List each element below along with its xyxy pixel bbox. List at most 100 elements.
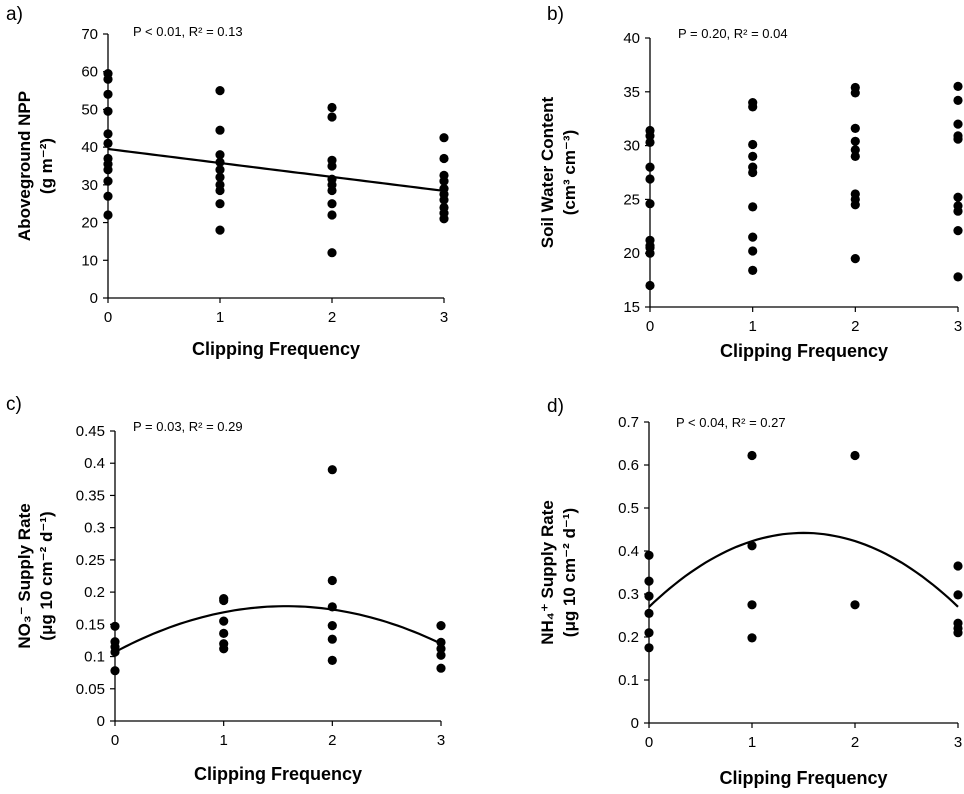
data-point xyxy=(327,112,337,122)
data-point xyxy=(645,199,655,209)
y-tick-label: 20 xyxy=(81,215,98,232)
data-point xyxy=(439,133,449,143)
data-point xyxy=(103,106,113,116)
y-axis-title-line1: NO₃⁻ Supply Rate xyxy=(15,503,34,648)
data-point xyxy=(327,248,337,258)
stats-annotation: P = 0.03, R² = 0.29 xyxy=(133,419,243,434)
y-tick-label: 40 xyxy=(623,30,640,47)
data-point xyxy=(953,192,963,202)
data-point xyxy=(327,634,337,644)
x-tick-label: 1 xyxy=(219,732,227,749)
y-tick-label: 0.45 xyxy=(76,423,105,440)
chart-panel-a: 0 10 20 30 40 50 60 70 0 1 2 3 a) P < 0.01, R² = 0.13… xyxy=(6,4,449,359)
data-point xyxy=(644,608,654,619)
x-tick-label: 0 xyxy=(645,734,653,751)
data-point xyxy=(110,647,120,657)
data-point xyxy=(953,206,963,216)
y-axis-title-line2: (cm³ cm⁻³) xyxy=(560,130,579,215)
data-point xyxy=(103,210,113,220)
x-tick-label: 3 xyxy=(437,732,445,749)
data-point xyxy=(327,199,337,209)
stats-annotation: P = 0.20, R² = 0.04 xyxy=(678,26,788,41)
y-tick-label: 0.2 xyxy=(618,629,639,646)
data-point xyxy=(110,621,120,631)
x-tick-label: 1 xyxy=(216,309,224,326)
y-axis-title-line1: NH₄⁺ Supply Rate xyxy=(538,500,557,645)
x-tick-label: 0 xyxy=(646,318,654,335)
y-tick-label: 0.5 xyxy=(618,500,639,517)
y-tick-label: 30 xyxy=(81,177,98,194)
data-point xyxy=(327,161,337,171)
y-tick-label: 0.15 xyxy=(76,616,105,633)
chart-panel-b: 15 20 25 30 35 40 0 1 2 3 b) P = 0.20, R² = 0.04 Cli… xyxy=(538,4,963,361)
data-point xyxy=(953,561,963,571)
chart-panel-d: 0 0.1 0.2 0.3 0.4 0.5 0.6 0.7 0 1 2 3 d) P < 0.04, R²… xyxy=(538,396,963,788)
data-point xyxy=(953,590,963,600)
fit-line xyxy=(114,605,442,653)
x-axis-title: Clipping Frequency xyxy=(192,339,360,359)
data-point xyxy=(645,248,655,258)
data-point xyxy=(850,136,860,146)
data-point xyxy=(436,644,446,654)
data-point xyxy=(850,600,860,610)
y-tick-label: 30 xyxy=(623,138,640,155)
data-point xyxy=(645,280,655,291)
data-point xyxy=(850,200,860,210)
data-point xyxy=(953,272,963,282)
y-axis-title-line2: (μg 10 cm⁻² d⁻¹) xyxy=(560,508,579,637)
data-point xyxy=(215,185,225,196)
data-point xyxy=(215,125,225,135)
data-point xyxy=(215,199,225,209)
stats-annotation: P < 0.01, R² = 0.13 xyxy=(133,24,243,39)
data-point xyxy=(953,119,963,129)
data-point xyxy=(103,165,113,175)
data-point xyxy=(436,637,446,648)
data-point xyxy=(953,134,963,144)
data-point xyxy=(436,663,446,673)
x-tick-label: 1 xyxy=(748,318,756,335)
data-point xyxy=(748,167,758,178)
y-tick-label: 40 xyxy=(81,139,98,156)
y-tick-label: 0.05 xyxy=(76,681,105,698)
data-point xyxy=(439,195,449,205)
data-point xyxy=(219,595,229,606)
data-point xyxy=(327,102,337,113)
x-tick-label: 2 xyxy=(328,309,336,326)
y-tick-label: 0.3 xyxy=(618,586,639,603)
data-point xyxy=(219,644,229,654)
panel-label: a) xyxy=(6,4,23,25)
data-point xyxy=(644,550,654,560)
data-point xyxy=(215,172,225,182)
panel-label: d) xyxy=(547,396,564,417)
y-tick-label: 0 xyxy=(631,715,639,732)
x-tick-label: 3 xyxy=(954,734,962,751)
data-point xyxy=(436,621,446,631)
y-tick-label: 0.1 xyxy=(84,649,105,666)
x-tick-label: 0 xyxy=(104,309,112,326)
data-point xyxy=(747,600,757,610)
x-tick-label: 2 xyxy=(851,734,859,751)
data-point xyxy=(850,254,860,264)
panel-label: c) xyxy=(6,394,22,415)
y-tick-label: 0.4 xyxy=(618,543,639,560)
data-point xyxy=(644,643,654,653)
data-point xyxy=(953,628,963,638)
y-tick-label: 35 xyxy=(623,84,640,101)
data-point xyxy=(748,151,758,161)
panel-label: b) xyxy=(547,4,564,25)
data-point xyxy=(645,174,655,184)
data-point xyxy=(219,616,229,626)
data-point xyxy=(644,628,654,638)
data-point xyxy=(436,650,446,660)
data-point xyxy=(748,265,758,275)
data-point xyxy=(850,123,860,133)
fit-line xyxy=(648,531,959,608)
y-axis-title-line1: Aboveground NPP xyxy=(15,91,34,241)
data-point xyxy=(953,226,963,236)
fit-line xyxy=(107,147,445,192)
y-tick-label: 60 xyxy=(81,64,98,81)
y-tick-label: 0.7 xyxy=(618,414,639,431)
data-point xyxy=(850,450,860,461)
data-point xyxy=(748,232,758,242)
data-point xyxy=(327,602,337,612)
